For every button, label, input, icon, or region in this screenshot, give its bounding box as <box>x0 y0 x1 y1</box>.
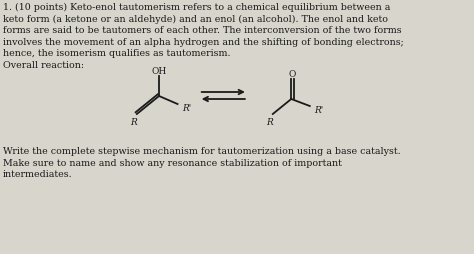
Text: 1. (10 points) Keto-enol tautomerism refers to a chemical equilibrium between a: 1. (10 points) Keto-enol tautomerism ref… <box>3 3 390 12</box>
Text: Write the complete stepwise mechanism for tautomerization using a base catalyst.: Write the complete stepwise mechanism fo… <box>3 146 401 155</box>
Text: R': R' <box>314 106 324 115</box>
Text: OH: OH <box>151 67 167 76</box>
Text: R: R <box>266 118 273 126</box>
Text: intermediates.: intermediates. <box>3 169 73 178</box>
Text: R: R <box>130 118 137 126</box>
Text: keto form (a ketone or an aldehyde) and an enol (an alcohol). The enol and keto: keto form (a ketone or an aldehyde) and … <box>3 14 388 24</box>
Text: Overall reaction:: Overall reaction: <box>3 60 84 69</box>
Text: forms are said to be tautomers of each other. The interconversion of the two for: forms are said to be tautomers of each o… <box>3 26 401 35</box>
Text: hence, the isomerism qualifies as tautomerism.: hence, the isomerism qualifies as tautom… <box>3 49 230 58</box>
Text: O: O <box>289 70 296 79</box>
Text: involves the movement of an alpha hydrogen and the shifting of bonding electrons: involves the movement of an alpha hydrog… <box>3 37 403 46</box>
Text: R': R' <box>182 104 191 113</box>
Text: Make sure to name and show any resonance stabilization of important: Make sure to name and show any resonance… <box>3 158 342 167</box>
